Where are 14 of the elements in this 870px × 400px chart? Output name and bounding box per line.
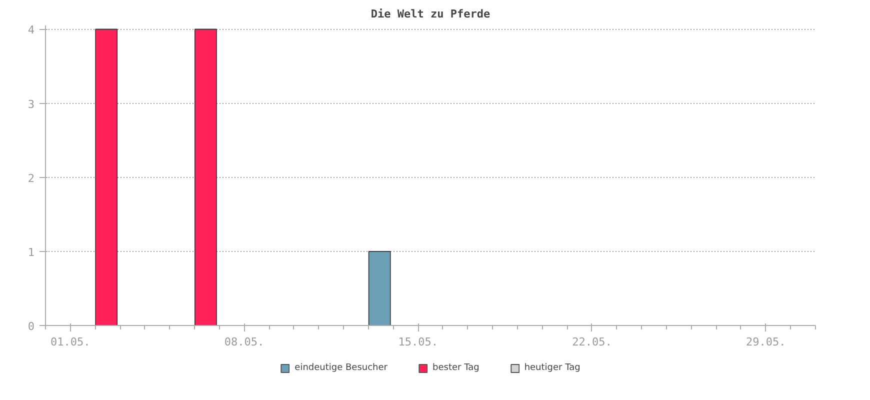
x-tick-label: 08.05. (224, 336, 264, 348)
x-tick-label: 22.05. (572, 336, 612, 348)
y-tick-label: 2 (28, 172, 34, 185)
legend-label: heutiger Tag (524, 363, 580, 373)
y-tick-label: 0 (28, 320, 34, 333)
x-tick-label: 29.05. (746, 336, 786, 348)
chart-title: Die Welt zu Pferde (370, 8, 490, 20)
y-tick-label: 4 (28, 24, 35, 37)
x-tick-label: 01.05. (50, 336, 90, 348)
y-tick-label: 1 (28, 246, 34, 259)
legend-label: eindeutige Besucher (294, 363, 388, 373)
legend-label: bester Tag (432, 363, 480, 373)
y-tick-label: 3 (28, 98, 34, 111)
x-tick-label: 15.05. (398, 336, 438, 348)
